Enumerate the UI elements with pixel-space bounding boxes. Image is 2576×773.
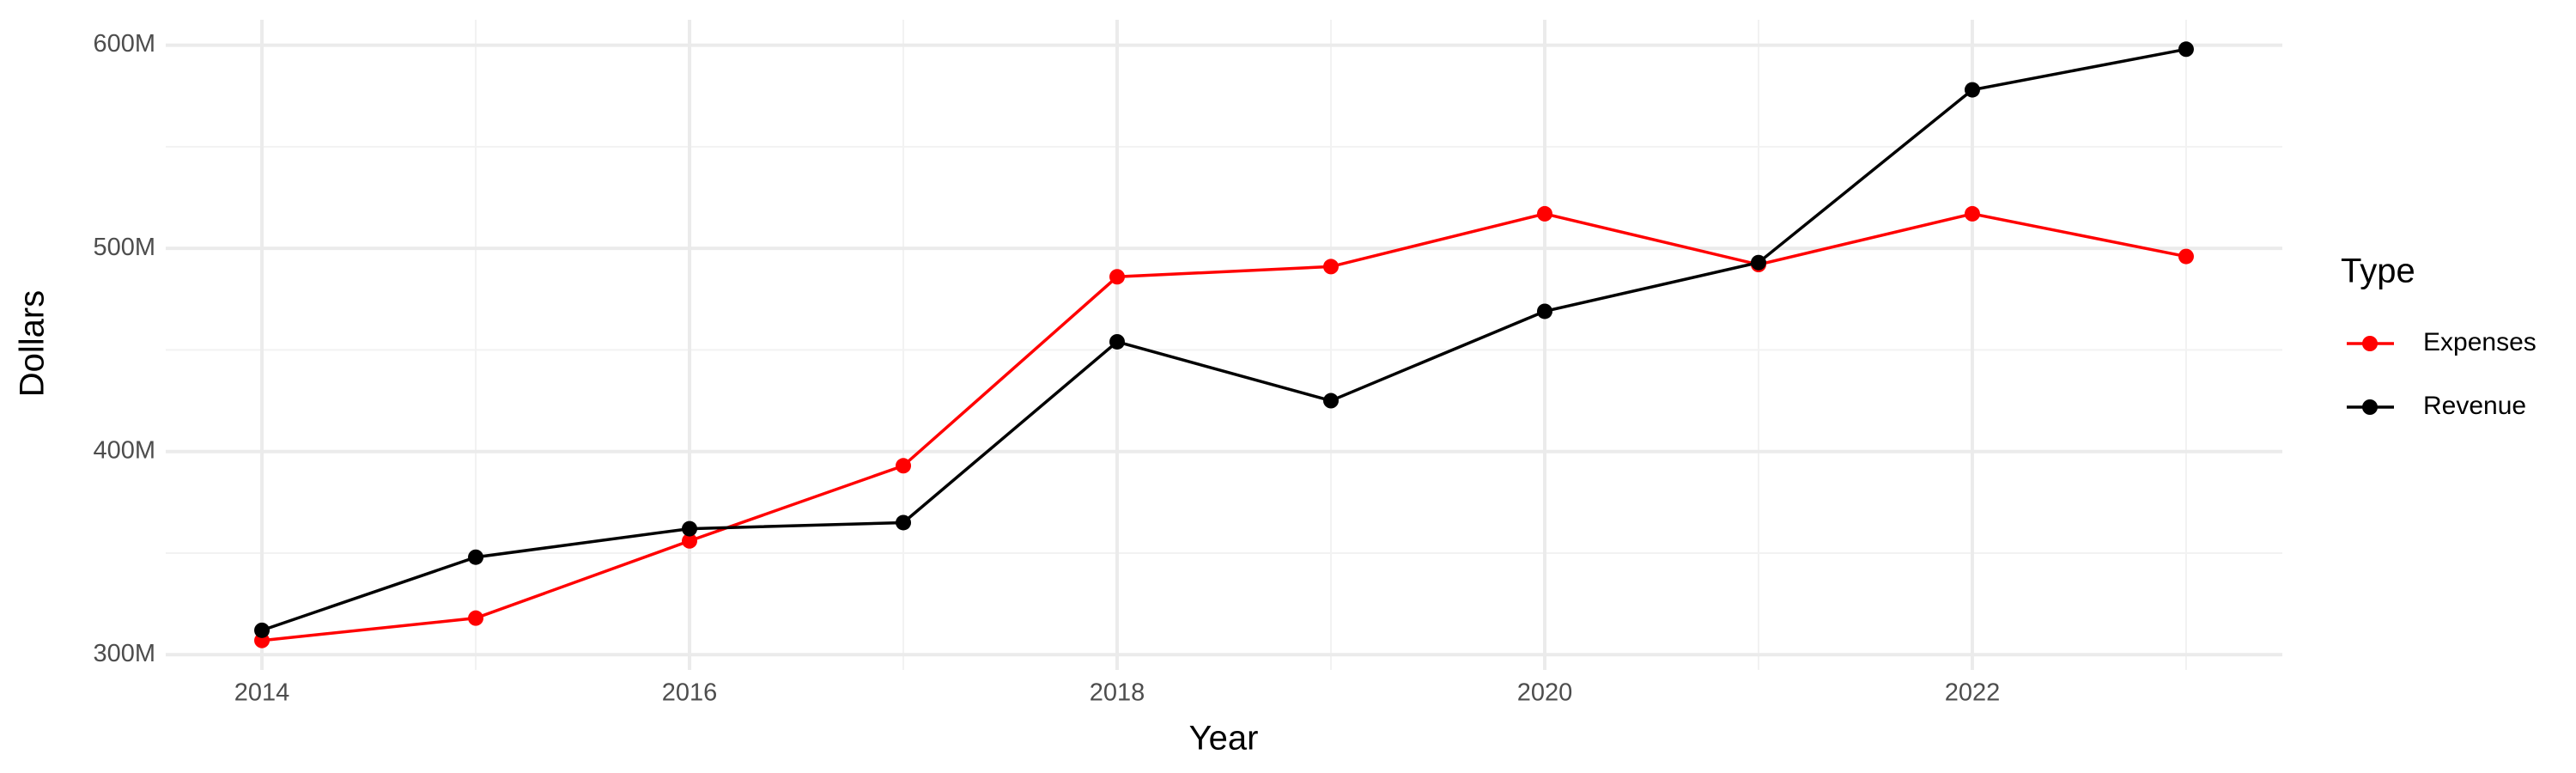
data-point [1109,333,1126,350]
data-point [1964,205,1980,222]
y-tick-label: 400M [93,436,155,464]
y-tick-label: 600M [93,30,155,58]
data-point [1109,269,1126,285]
data-point [254,622,270,638]
series-line [261,47,2187,632]
data-point [896,458,912,474]
y-axis-title: Dollars [14,290,52,397]
data-point [468,610,484,626]
data-point [896,514,912,531]
data-point [2178,41,2194,58]
data-point [682,520,698,537]
data-point [1750,254,1766,271]
legend-key-point [2362,399,2378,415]
data-point [468,549,484,565]
legend-label: Expenses [2423,328,2537,356]
x-tick-label: 2014 [234,679,290,707]
data-point [1536,303,1552,320]
y-tick-label: 500M [93,234,155,261]
legend-title: Type [2341,253,2415,290]
data-point [1322,393,1339,409]
data-point [2178,248,2194,265]
series-line [261,212,2187,642]
legend-label: Revenue [2423,392,2526,420]
data-point [1964,82,1980,98]
legend-key-point [2362,336,2378,351]
x-tick-label: 2020 [1517,679,1573,707]
data-point [1536,205,1552,222]
x-tick-label: 2022 [1945,679,2001,707]
data-point [1322,259,1339,275]
data-point [682,533,698,549]
x-axis-title: Year [1189,720,1259,758]
x-tick-label: 2016 [662,679,718,707]
y-tick-label: 300M [93,640,155,667]
x-tick-label: 2018 [1090,679,1145,707]
